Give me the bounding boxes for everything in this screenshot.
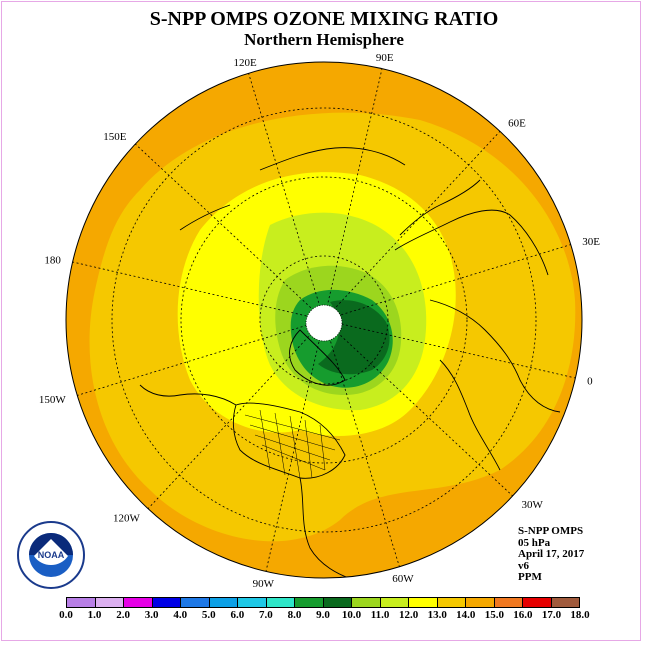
figure-title: S-NPP OMPS OZONE MIXING RATIO (149, 8, 499, 30)
colorbar-tick-label: 12.0 (399, 609, 419, 621)
logo-text: NOAA (38, 550, 65, 560)
colorbar-tick-label: 11.0 (370, 609, 390, 621)
colorbar-tick-label: 9.0 (316, 609, 330, 621)
longitude-label: 60E (508, 118, 526, 130)
colorbar-swatch (238, 598, 267, 607)
colorbar-swatch (295, 598, 324, 607)
colorbar-tick-label: 7.0 (259, 609, 273, 621)
product-info: S-NPP OMPS 05 hPa April 17, 2017 v6 PPM (518, 525, 585, 584)
colorbar-swatch (551, 598, 579, 607)
colorbar-swatch (152, 598, 181, 607)
lat-circle-50 (180, 176, 468, 464)
polar-missing-data (305, 304, 343, 342)
colorbar-tick-label: 17.0 (541, 609, 562, 621)
noaa-logo-icon: NOAA (17, 521, 85, 589)
colorbar-swatch (466, 598, 495, 607)
colorbar-tick-label: 16.0 (513, 609, 533, 621)
colorbar-swatch (67, 598, 96, 607)
coastlines (139, 147, 561, 578)
colorbar-swatch (181, 598, 210, 607)
lat-circle-30 (111, 107, 537, 533)
colorbar-tick-label: 14.0 (456, 609, 476, 621)
colorbar-tick-label: 1.0 (87, 609, 102, 621)
colorbar-swatch (523, 598, 552, 607)
us-state-grid (244, 409, 341, 479)
colorbar-swatch (494, 598, 523, 607)
colorbar-tick-label: 2.0 (116, 609, 130, 621)
longitude-label: 30W (521, 499, 543, 511)
colorbar-tick-label: 3.0 (144, 609, 159, 621)
colorbar (66, 597, 580, 608)
colorbar-tick-label: 6.0 (230, 609, 245, 621)
colorbar-ticks: 0.0 1.0 2.0 3.0 4.0 5.0 6.0 7.0 8.0 9.0 10.0 11.0 12… (59, 609, 590, 623)
figure-subtitle: Northern Hemisphere (244, 30, 404, 49)
colorbar-swatch (409, 598, 438, 607)
colorbar-tick-label: 18.0 (570, 609, 590, 621)
longitude-label: 90W (253, 578, 275, 590)
colorbar-swatch (209, 598, 238, 607)
colorbar-swatch (352, 598, 381, 607)
info-instrument: S-NPP OMPS (518, 525, 584, 537)
longitude-label: 90E (376, 52, 394, 64)
info-units: PPM (518, 571, 542, 583)
colorbar-swatch (95, 598, 124, 607)
longitude-label: 30E (582, 236, 600, 248)
colorbar-swatch (266, 598, 295, 607)
info-version: v6 (518, 559, 529, 572)
colorbar-tick-label: 13.0 (427, 609, 447, 621)
longitude-labels: 90E 60E 30E 0 30W 60W 90W 120W 150W 180 150E 120E (39, 52, 600, 590)
longitude-label: 150E (103, 131, 127, 143)
colorbar-tick-label: 0.0 (59, 609, 73, 621)
graticule (72, 68, 576, 572)
longitude-label: 150W (39, 394, 67, 406)
lat-circle-70 (259, 255, 389, 385)
colorbar-tick-label: 4.0 (173, 609, 188, 621)
map-boundary (65, 61, 583, 579)
info-pressure-level: 05 hPa (518, 536, 551, 549)
figure-frame (1, 1, 641, 641)
longitude-label: 0 (587, 376, 593, 388)
longitude-label: 180 (44, 254, 61, 266)
colorbar-tick-label: 8.0 (287, 609, 302, 621)
colorbar-swatch (380, 598, 409, 607)
colorbar-tick-label: 5.0 (201, 609, 216, 621)
colorbar-swatch (124, 598, 153, 607)
colorbar-tick-label: 15.0 (484, 609, 504, 621)
longitude-label: 60W (392, 573, 414, 585)
colorbar-swatch (323, 598, 352, 607)
colorbar-tick-label: 10.0 (341, 609, 362, 621)
colorbar-swatch (437, 598, 466, 607)
longitude-label: 120W (113, 512, 141, 524)
field-band-darkest (318, 300, 390, 375)
longitude-label: 120E (233, 57, 257, 69)
info-date: April 17, 2017 (518, 548, 585, 560)
